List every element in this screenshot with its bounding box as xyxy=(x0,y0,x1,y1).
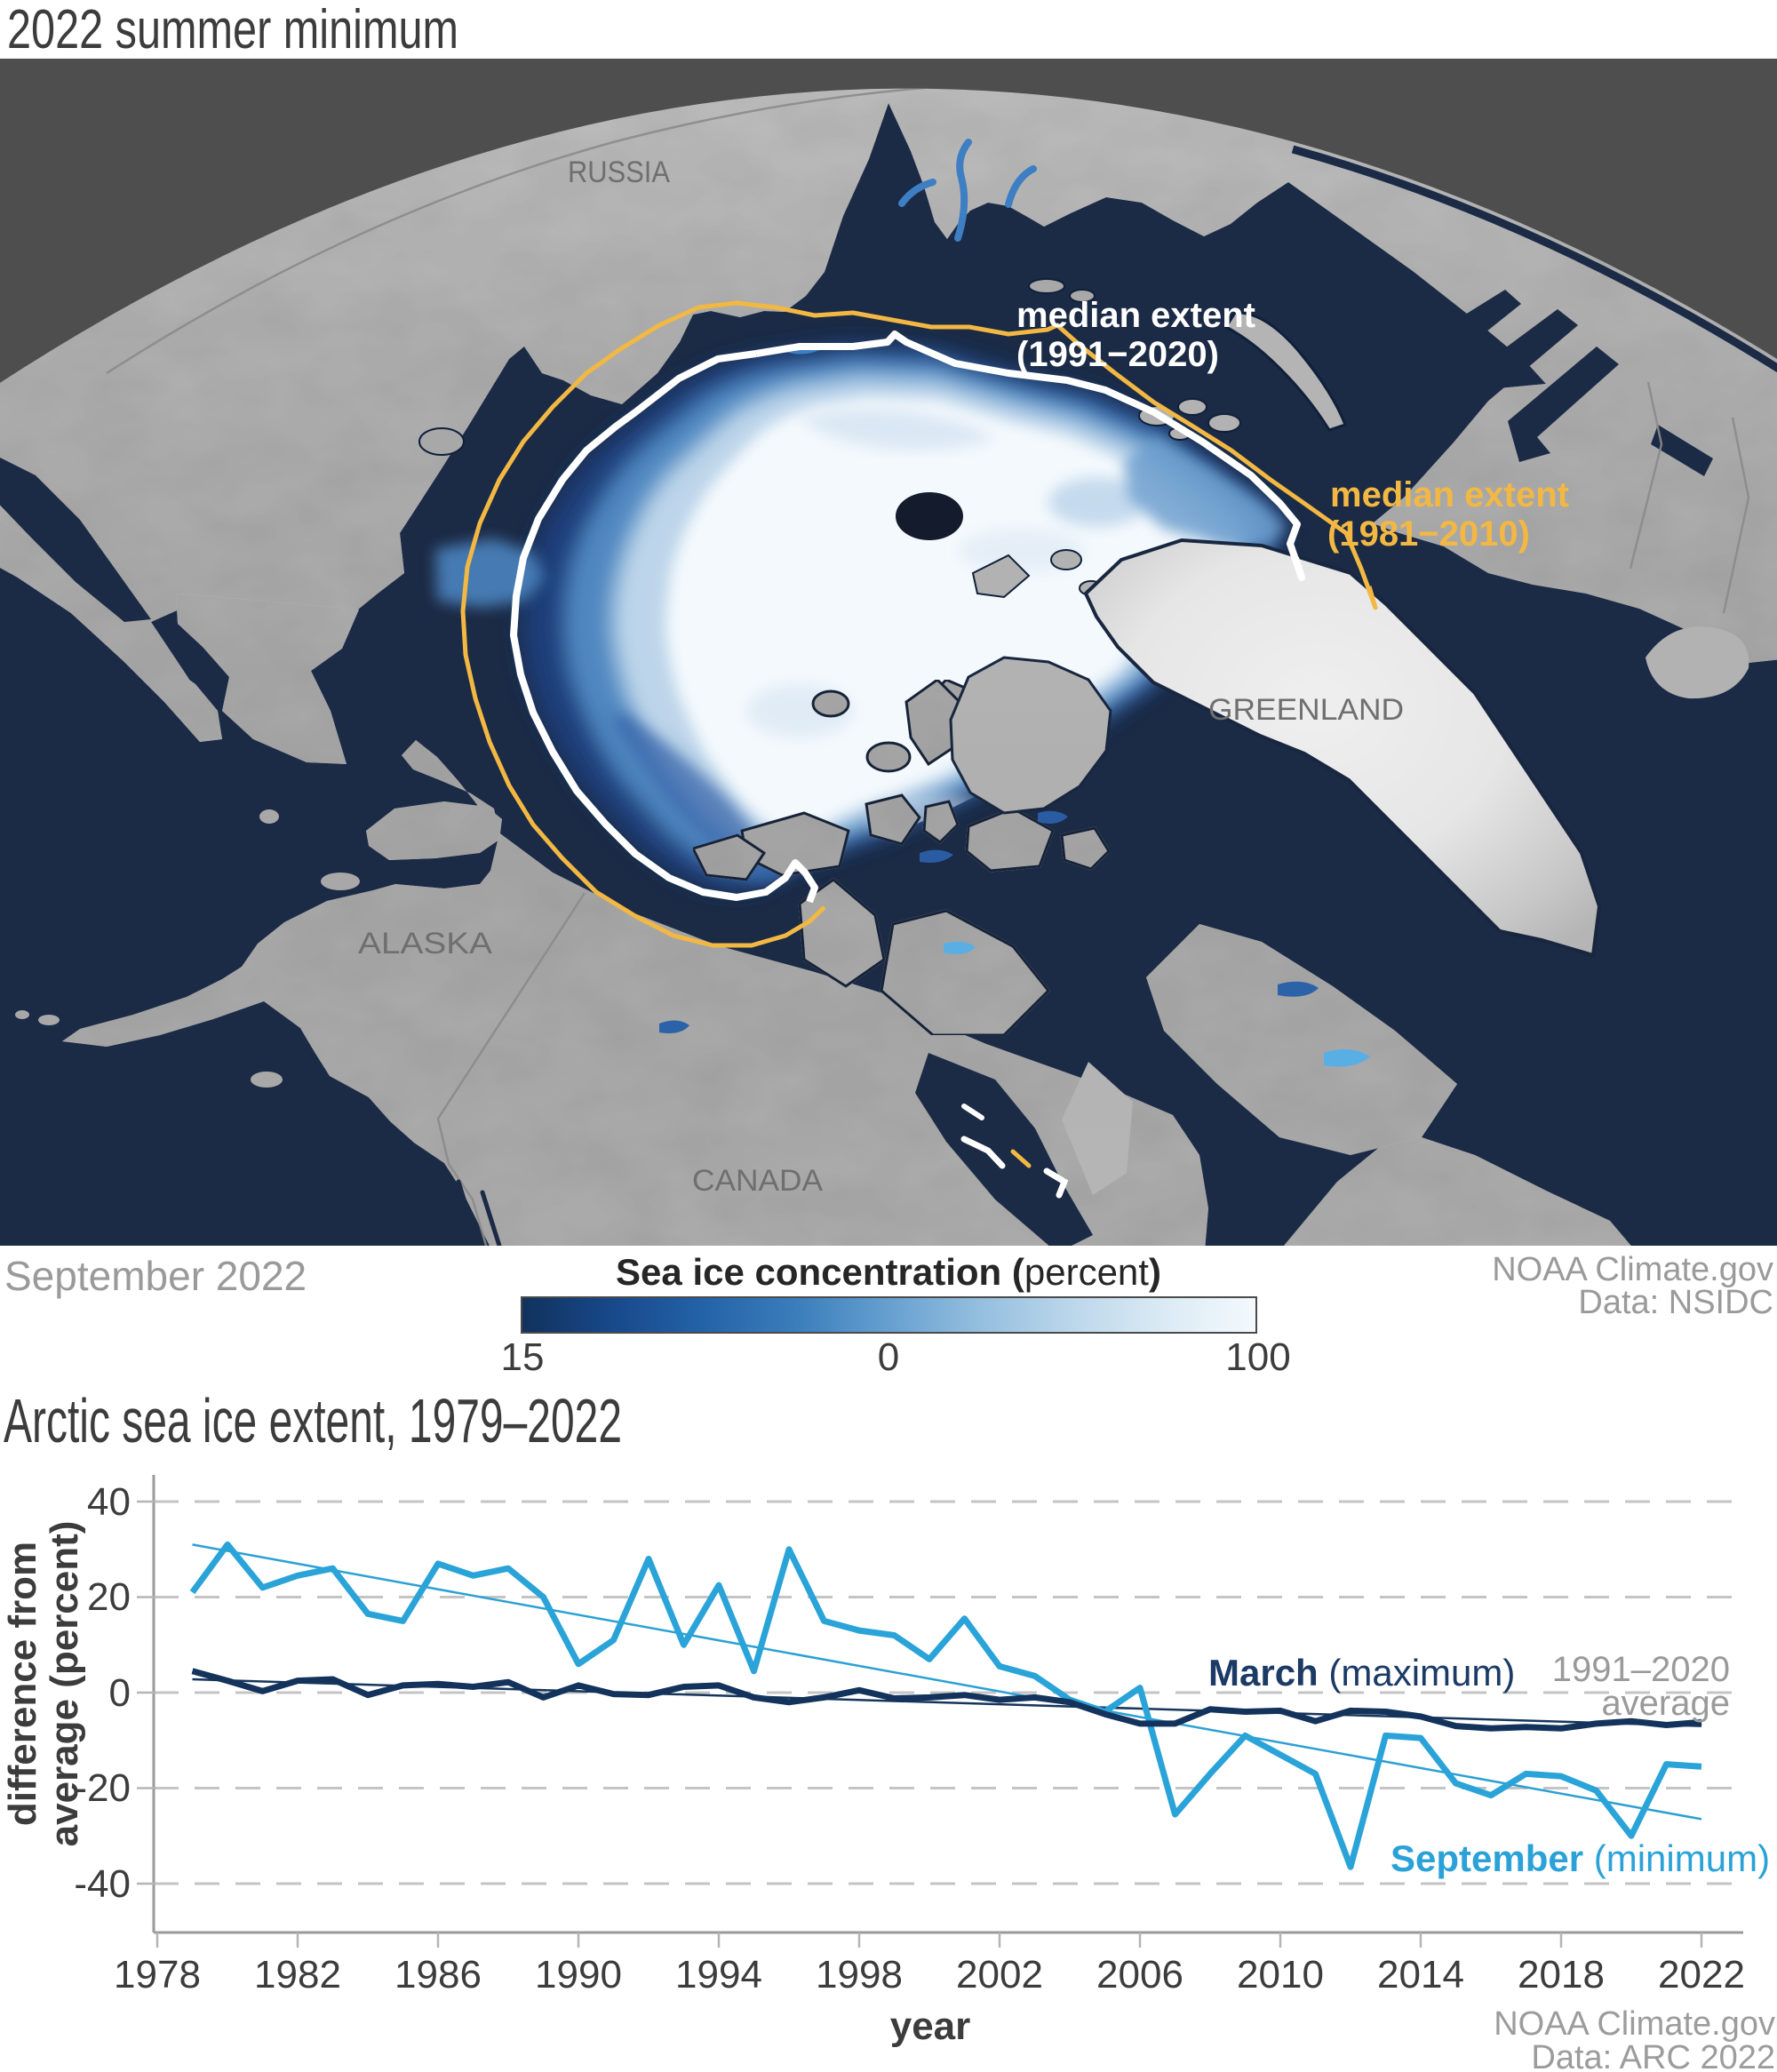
svg-text:difference from: difference from xyxy=(1,1542,44,1826)
svg-text:1978: 1978 xyxy=(114,1953,201,1996)
svg-text:1986: 1986 xyxy=(394,1953,482,1996)
svg-text:2022 summer minimum: 2022 summer minimum xyxy=(7,0,458,60)
svg-text:March (maximum): March (maximum) xyxy=(1208,1652,1515,1693)
svg-text:1991–2020: 1991–2020 xyxy=(1552,1650,1730,1689)
svg-text:(1981−2010): (1981−2010) xyxy=(1327,514,1530,554)
svg-text:NOAA Climate.gov: NOAA Climate.gov xyxy=(1494,2005,1775,2043)
svg-text:median extent: median extent xyxy=(1016,296,1255,335)
svg-text:average: average xyxy=(1601,1684,1730,1723)
svg-text:15: 15 xyxy=(501,1335,545,1379)
svg-text:100: 100 xyxy=(1225,1335,1290,1379)
svg-text:Data: NSIDC: Data: NSIDC xyxy=(1578,1284,1773,1321)
svg-text:1990: 1990 xyxy=(535,1953,622,1996)
svg-text:2022: 2022 xyxy=(1658,1953,1745,1996)
svg-text:GREENLAND: GREENLAND xyxy=(1208,693,1404,727)
svg-text:(1991−2020): (1991−2020) xyxy=(1016,335,1219,374)
svg-text:0: 0 xyxy=(109,1671,131,1715)
svg-text:40: 40 xyxy=(87,1480,131,1524)
svg-text:20: 20 xyxy=(87,1575,131,1619)
svg-text:2002: 2002 xyxy=(956,1953,1043,1996)
svg-text:RUSSIA: RUSSIA xyxy=(568,155,670,189)
svg-text:2006: 2006 xyxy=(1096,1953,1183,1996)
svg-text:-20: -20 xyxy=(74,1766,131,1810)
svg-text:NOAA Climate.gov: NOAA Climate.gov xyxy=(1492,1251,1773,1288)
svg-text:Arctic sea ice extent, 1979–20: Arctic sea ice extent, 1979–2022 xyxy=(4,1386,622,1455)
svg-text:September (minimum): September (minimum) xyxy=(1391,1837,1770,1879)
svg-text:-40: -40 xyxy=(74,1862,131,1906)
svg-text:average (percent): average (percent) xyxy=(43,1521,86,1847)
svg-text:September 2022: September 2022 xyxy=(4,1253,307,1299)
svg-text:0: 0 xyxy=(878,1335,899,1379)
svg-text:CANADA: CANADA xyxy=(692,1164,823,1198)
svg-text:ALASKA: ALASKA xyxy=(358,927,492,960)
svg-text:1982: 1982 xyxy=(254,1953,341,1996)
svg-text:1998: 1998 xyxy=(816,1953,903,1996)
svg-text:Data: ARC 2022: Data: ARC 2022 xyxy=(1531,2039,1775,2072)
svg-text:2018: 2018 xyxy=(1518,1953,1605,1996)
svg-text:year: year xyxy=(890,2004,971,2048)
svg-text:2014: 2014 xyxy=(1377,1953,1464,1996)
svg-text:1994: 1994 xyxy=(675,1953,762,1996)
svg-text:median extent: median extent xyxy=(1330,475,1569,514)
svg-text:2010: 2010 xyxy=(1237,1953,1324,1996)
svg-text:Sea ice concentration (percent: Sea ice concentration (percent) xyxy=(616,1251,1161,1293)
